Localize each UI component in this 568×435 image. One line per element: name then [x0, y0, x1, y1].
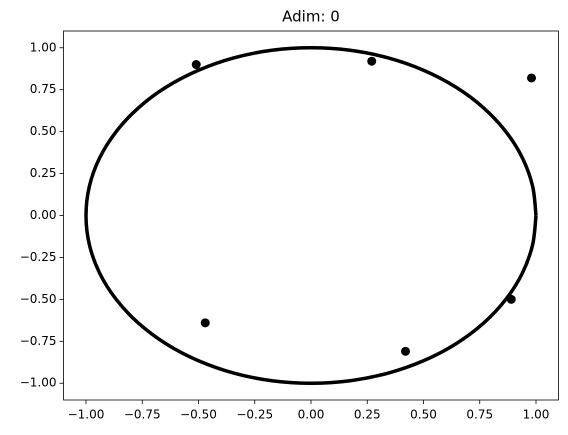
point — [200, 318, 210, 328]
y-tick-label: −0.50 — [20, 292, 57, 306]
x-tick-label: −0.75 — [124, 408, 161, 422]
y-tick-label: 0.50 — [30, 124, 57, 138]
y-tick-label: 1.00 — [30, 40, 57, 54]
x-tick-label: 0.25 — [354, 408, 381, 422]
y-tick-label: 0.00 — [30, 208, 57, 222]
axes-frame — [63, 30, 559, 401]
y-tick-label: −0.25 — [20, 250, 57, 264]
x-tick-label: −0.50 — [180, 408, 217, 422]
y-tick-label: 0.25 — [30, 166, 57, 180]
point — [401, 346, 410, 356]
point — [367, 56, 377, 66]
x-tick-label: −0.25 — [236, 408, 273, 422]
x-tick-label: 0.50 — [410, 408, 437, 422]
point — [191, 60, 201, 70]
x-tick-label: −1.00 — [68, 408, 105, 422]
point — [527, 73, 536, 83]
x-tick-label: 0.75 — [466, 408, 493, 422]
y-tick-label: −0.75 — [20, 334, 57, 348]
chart-title: Adim: 0 — [282, 8, 340, 26]
circle-line — [84, 46, 538, 385]
y-tick-label: 0.75 — [30, 82, 57, 96]
x-tick-label: 0.00 — [298, 408, 325, 422]
y-tick-label: −1.00 — [20, 376, 57, 390]
x-tick-label: 1.00 — [523, 408, 550, 422]
point — [506, 294, 516, 304]
